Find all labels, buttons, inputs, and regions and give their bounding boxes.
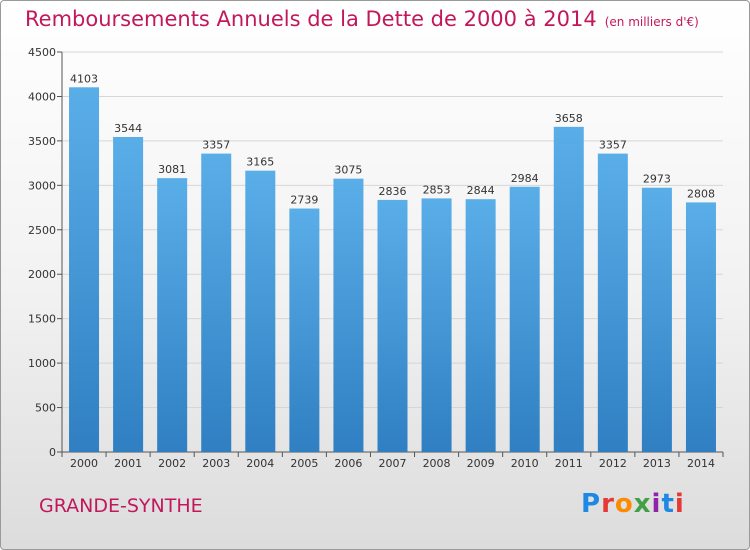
- data-label-2004: 3165: [246, 156, 274, 169]
- bar-2000: [69, 87, 100, 453]
- data-labels: 4103 3544 3081 3357 3165 2739 3075 2836 2853 2844…: [70, 72, 715, 206]
- bar-2002: [157, 178, 188, 452]
- data-label-2013: 2973: [643, 173, 671, 186]
- data-label-2002: 3081: [158, 163, 186, 176]
- x-tick-label-2009: 2009: [467, 457, 495, 470]
- x-tick-label-2014: 2014: [687, 457, 715, 470]
- x-tick-label-2001: 2001: [114, 457, 142, 470]
- x-tick-label-2003: 2003: [202, 457, 230, 470]
- data-label-2006: 3075: [334, 164, 362, 177]
- x-tick-label-2011: 2011: [555, 457, 583, 470]
- x-tick-label-2002: 2002: [158, 457, 186, 470]
- bar-2007: [377, 199, 408, 452]
- bar-2004: [245, 170, 276, 452]
- bars: [69, 87, 716, 453]
- bar-2012: [597, 153, 628, 452]
- logo-letter: x: [633, 489, 652, 519]
- chart-title: Remboursements Annuels de la Dette de 20…: [25, 7, 699, 31]
- x-tick-label-2005: 2005: [290, 457, 318, 470]
- y-tick-label: 2000: [28, 268, 56, 281]
- unit-note: (en milliers d'€): [604, 15, 699, 29]
- y-tick-label: 3000: [28, 179, 56, 192]
- y-tick-label: 0: [49, 446, 56, 459]
- x-tick-label-2000: 2000: [70, 457, 98, 470]
- data-label-2003: 3357: [202, 139, 230, 152]
- bar-2005: [289, 208, 320, 452]
- bar-2009: [465, 199, 496, 452]
- logo-letter: t: [661, 489, 675, 519]
- y-tick-label: 4500: [28, 46, 56, 59]
- bar-2014: [685, 202, 716, 452]
- y-tick-label: 4000: [28, 90, 56, 103]
- x-tick-label-2007: 2007: [379, 457, 407, 470]
- data-label-2000: 4103: [70, 72, 98, 85]
- data-label-2010: 2984: [511, 172, 539, 185]
- y-tick-label: 1500: [28, 313, 56, 326]
- bar-2001: [113, 136, 144, 452]
- data-label-2012: 3357: [599, 139, 627, 152]
- x-tick-label-2010: 2010: [511, 457, 539, 470]
- y-tick-label: 500: [35, 402, 56, 415]
- data-label-2009: 2844: [467, 184, 495, 197]
- x-tick-label-2006: 2006: [334, 457, 362, 470]
- proxiti-logo[interactable]: Proxiti: [581, 489, 685, 519]
- y-tick-label: 1000: [28, 357, 56, 370]
- logo-letter: r: [601, 489, 615, 519]
- logo-letter: P: [581, 489, 602, 519]
- logo-letter: i: [651, 489, 662, 519]
- data-label-2008: 2853: [423, 183, 451, 196]
- bar-2008: [421, 198, 452, 452]
- data-label-2007: 2836: [379, 185, 407, 198]
- x-tick-label-2004: 2004: [246, 457, 274, 470]
- commune-name: GRANDE-SYNTHE: [39, 495, 203, 517]
- x-tick-label-2008: 2008: [423, 457, 451, 470]
- y-tick-label: 2500: [28, 224, 56, 237]
- logo-letter: o: [614, 489, 634, 519]
- data-label-2014: 2808: [687, 187, 715, 200]
- data-label-2005: 2739: [290, 194, 318, 207]
- x-tick-label-2013: 2013: [643, 457, 671, 470]
- bar-2010: [509, 186, 540, 452]
- chart-title-text: Remboursements Annuels de la Dette de 20…: [25, 7, 597, 31]
- y-tick-label: 3500: [28, 135, 56, 148]
- data-label-2001: 3544: [114, 122, 142, 135]
- bar-2011: [553, 126, 584, 452]
- logo-letter: i: [674, 489, 685, 519]
- bar-2013: [641, 187, 672, 452]
- x-tick-label-2012: 2012: [599, 457, 627, 470]
- bar-2006: [333, 178, 364, 452]
- data-label-2011: 3658: [555, 112, 583, 125]
- bar-2003: [201, 153, 232, 452]
